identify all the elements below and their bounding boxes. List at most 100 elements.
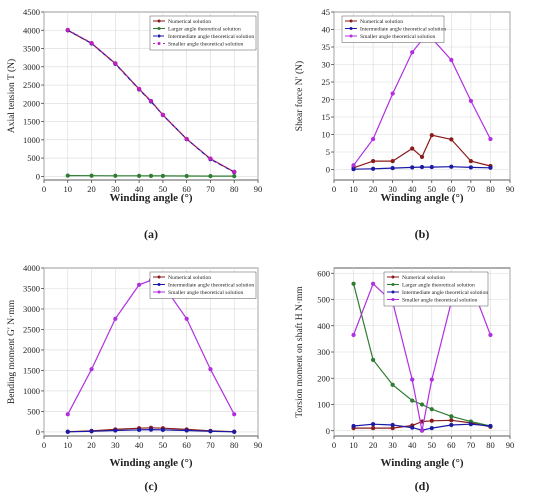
legend-marker bbox=[157, 283, 161, 286]
data-point bbox=[89, 429, 94, 434]
x-tick-label: 10 bbox=[64, 440, 73, 450]
data-point bbox=[232, 429, 237, 434]
data-point bbox=[390, 158, 395, 164]
legend-box bbox=[149, 271, 257, 299]
data-point bbox=[208, 429, 213, 434]
y-tick-label: 2500 bbox=[23, 324, 40, 334]
data-point bbox=[370, 357, 376, 363]
y-tick-label: 400 bbox=[317, 321, 330, 331]
x-tick-label: 30 bbox=[388, 184, 397, 194]
data-point bbox=[390, 382, 395, 387]
legend-label: Intermediate angle theoretical solution bbox=[402, 290, 488, 296]
legend-label: Numerical solution bbox=[360, 19, 403, 25]
legend-marker bbox=[391, 283, 395, 286]
x-tick-label: 60 bbox=[447, 184, 456, 194]
data-point bbox=[488, 165, 493, 170]
legend-label: Numerical solution bbox=[402, 275, 445, 281]
data-point bbox=[148, 427, 154, 432]
y-tick-label: 25 bbox=[322, 77, 331, 87]
data-point bbox=[65, 429, 70, 434]
legend-box bbox=[383, 271, 489, 307]
data-point bbox=[390, 91, 395, 96]
x-axis-title: Winding angle (°) bbox=[109, 457, 192, 469]
x-tick-label: 40 bbox=[135, 440, 144, 450]
legend: Numerical solution Larger angle theoretic… bbox=[383, 271, 489, 307]
data-point bbox=[468, 98, 474, 104]
x-tick-label: 40 bbox=[408, 184, 417, 194]
x-tick-label: 20 bbox=[369, 184, 378, 194]
data-point bbox=[351, 423, 356, 429]
data-point bbox=[113, 428, 118, 433]
panel-label: (b) bbox=[415, 227, 430, 241]
legend-marker bbox=[157, 290, 161, 294]
panel-label: (a) bbox=[144, 227, 158, 241]
y-tick-label: 1000 bbox=[23, 135, 40, 145]
x-axis-title: Winding angle (°) bbox=[109, 192, 192, 204]
x-tick-label: 10 bbox=[64, 184, 73, 194]
data-point bbox=[208, 173, 213, 179]
x-axis-title: Winding angle (°) bbox=[380, 192, 463, 204]
legend-marker bbox=[349, 19, 353, 23]
data-point bbox=[410, 165, 415, 170]
legend-marker bbox=[349, 34, 353, 38]
y-tick-label: 3500 bbox=[23, 283, 40, 293]
y-tick-label: 10 bbox=[322, 130, 331, 140]
x-tick-label: 80 bbox=[230, 184, 239, 194]
data-point bbox=[232, 412, 237, 417]
data-point bbox=[449, 414, 454, 419]
legend-marker bbox=[349, 27, 353, 30]
x-tick-label: 60 bbox=[182, 184, 191, 194]
legend-marker bbox=[391, 275, 395, 279]
y-tick-label: 100 bbox=[317, 400, 330, 410]
x-tick-label: 50 bbox=[428, 184, 437, 194]
y-tick-label: 15 bbox=[322, 112, 331, 122]
data-point bbox=[370, 136, 376, 142]
legend: Numerical solution Intermediate angle the… bbox=[341, 15, 446, 43]
data-point bbox=[136, 282, 142, 287]
data-point bbox=[89, 173, 94, 178]
data-point bbox=[468, 158, 474, 164]
y-tick-label: 1500 bbox=[23, 365, 40, 375]
x-tick-label: 90 bbox=[254, 184, 263, 194]
y-tick-label: 2000 bbox=[23, 98, 40, 108]
data-point bbox=[208, 156, 213, 161]
legend-label: Smaller angle theoretical solution bbox=[168, 42, 244, 48]
chart-4: 0 10 20 30 40 50 60 70 80 90 0 100 200 300 400 500 600 Wi… bbox=[294, 267, 514, 493]
x-tick-label: 60 bbox=[182, 440, 191, 450]
y-tick-label: 35 bbox=[322, 42, 331, 52]
data-point bbox=[429, 133, 434, 138]
data-point bbox=[419, 402, 425, 407]
data-point bbox=[370, 166, 376, 171]
y-tick-label: 40 bbox=[322, 25, 331, 35]
data-point bbox=[136, 173, 142, 178]
y-axis-title: Axial tension T (N) bbox=[6, 59, 17, 133]
x-tick-label: 20 bbox=[87, 184, 96, 194]
x-tick-label: 0 bbox=[42, 440, 46, 450]
legend-marker bbox=[157, 34, 161, 38]
legend-label: Intermediate angle theoretical solution bbox=[168, 34, 254, 40]
data-point bbox=[148, 173, 154, 179]
series-line-3 bbox=[67, 29, 235, 173]
y-tick-label: 1000 bbox=[23, 386, 40, 396]
x-tick-label: 0 bbox=[42, 184, 46, 194]
data-point bbox=[184, 173, 189, 179]
legend-label: Larger angle theoretical solution bbox=[168, 27, 241, 33]
data-point bbox=[410, 50, 415, 55]
y-axis-title: Shear force N′ (N) bbox=[294, 61, 305, 131]
y-tick-label: 30 bbox=[322, 60, 331, 70]
y-tick-label: 3500 bbox=[23, 44, 40, 54]
x-tick-label: 80 bbox=[486, 184, 495, 194]
legend-label: Numerical solution bbox=[168, 275, 211, 281]
data-point bbox=[429, 164, 434, 170]
data-point bbox=[65, 412, 70, 417]
x-tick-label: 20 bbox=[369, 440, 378, 450]
x-tick-label: 50 bbox=[428, 440, 437, 450]
x-tick-label: 50 bbox=[159, 440, 168, 450]
data-point bbox=[65, 27, 70, 33]
data-point bbox=[410, 146, 415, 151]
x-tick-label: 60 bbox=[447, 440, 456, 450]
x-tick-label: 30 bbox=[111, 440, 120, 450]
data-point bbox=[429, 425, 434, 431]
legend-marker bbox=[157, 42, 161, 45]
